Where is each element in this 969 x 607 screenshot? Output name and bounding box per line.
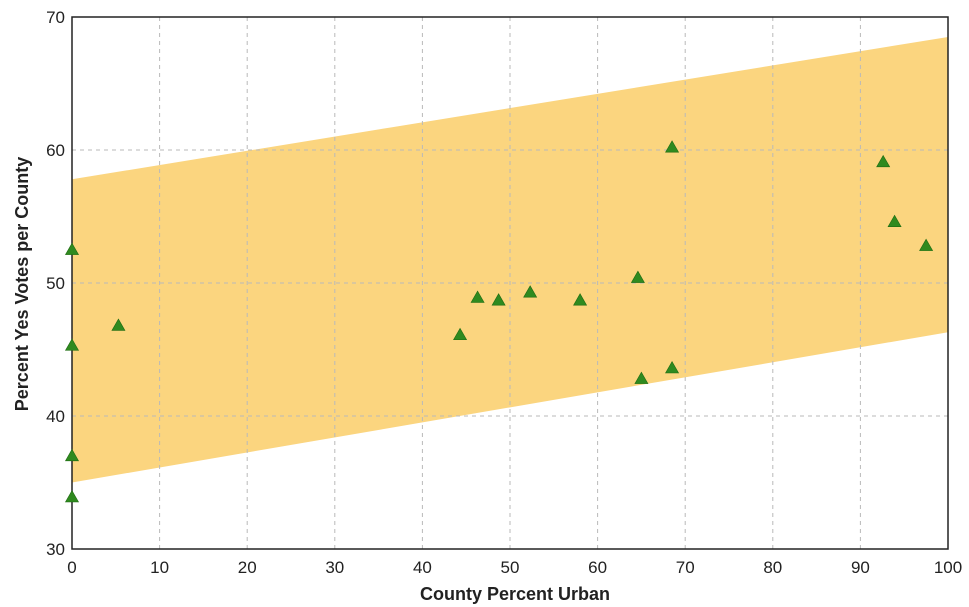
y-axis-tick-labels: 30 40 50 60 70 [46, 8, 65, 559]
data-point-triangle [876, 154, 891, 168]
y-axis-title: Percent Yes Votes per County [12, 157, 32, 411]
x-tick-label: 50 [501, 558, 520, 577]
data-point-triangle [665, 361, 680, 374]
data-point-triangle [64, 448, 80, 462]
x-tick-label: 30 [325, 558, 344, 577]
x-axis-tick-labels: 0 10 20 30 40 50 60 70 80 90 100 [67, 558, 962, 577]
x-axis-title: County Percent Urban [420, 584, 610, 604]
y-tick-label: 30 [46, 540, 65, 559]
x-tick-label: 90 [851, 558, 870, 577]
data-point-triangle [64, 490, 80, 503]
data-point-triangle [887, 214, 902, 227]
x-tick-label: 0 [67, 558, 76, 577]
data-point-triangle [919, 238, 934, 251]
x-tick-label: 70 [676, 558, 695, 577]
data-point-triangle [634, 371, 649, 384]
data-point-triangle [470, 290, 485, 303]
plot-area-frame [71, 16, 949, 550]
y-tick-label: 70 [46, 8, 65, 27]
y-tick-label: 60 [46, 141, 65, 160]
data-point-triangle [573, 293, 588, 306]
gridlines [72, 17, 948, 549]
x-tick-label: 40 [413, 558, 432, 577]
x-tick-label: 20 [238, 558, 257, 577]
data-point-triangle [453, 327, 468, 341]
data-point-triangle [64, 242, 80, 255]
x-tick-label: 60 [588, 558, 607, 577]
data-point-triangle [111, 318, 126, 331]
y-tick-label: 50 [46, 274, 65, 293]
y-tick-label: 40 [46, 407, 65, 426]
x-tick-label: 100 [934, 558, 962, 577]
data-point-triangle [630, 270, 645, 283]
x-tick-label: 10 [150, 558, 169, 577]
data-points [64, 140, 934, 503]
data-point-triangle [665, 140, 680, 153]
data-point-triangle [523, 285, 538, 298]
data-point-triangle [64, 338, 80, 351]
x-tick-label: 80 [763, 558, 782, 577]
data-point-triangle [491, 293, 506, 306]
